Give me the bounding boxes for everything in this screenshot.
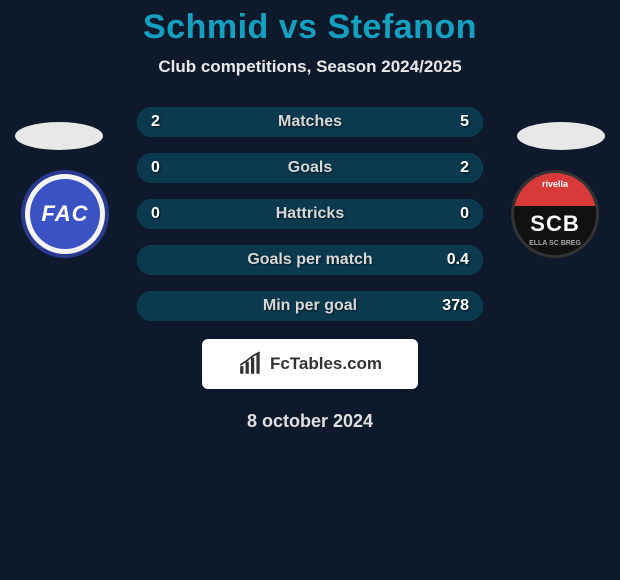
- date-label: 8 october 2024: [0, 411, 620, 432]
- stat-row: 0Goals2: [137, 153, 483, 183]
- stats-container: 2Matches50Goals20Hattricks0Goals per mat…: [137, 107, 483, 321]
- player-avatar-left: [15, 122, 103, 150]
- player-avatar-right: [517, 122, 605, 150]
- brand-badge: FcTables.com: [202, 339, 418, 389]
- stat-value-right: 5: [460, 113, 469, 131]
- stat-label: Goals: [137, 159, 483, 177]
- stat-value-right: 0.4: [447, 251, 469, 269]
- club-badge-scb-label: SCB: [530, 211, 579, 237]
- comparison-infographic: Schmid vs Stefanon Club competitions, Se…: [0, 0, 620, 580]
- brand-label: FcTables.com: [270, 354, 382, 374]
- club-badge-scb-top: rivella: [542, 179, 568, 189]
- club-badge-scb-bottom: ELLA SC BREG: [529, 240, 581, 247]
- stat-row: Min per goal378: [137, 291, 483, 321]
- stat-row: Goals per match0.4: [137, 245, 483, 275]
- stat-row: 0Hattricks0: [137, 199, 483, 229]
- stat-value-right: 0: [460, 205, 469, 223]
- page-title: Schmid vs Stefanon: [0, 8, 620, 47]
- stat-label: Goals per match: [137, 251, 483, 269]
- page-subtitle: Club competitions, Season 2024/2025: [0, 57, 620, 77]
- club-badge-fac-label: FAC: [30, 179, 100, 249]
- stat-value-right: 378: [442, 297, 469, 315]
- club-badge-fac: FAC: [21, 170, 109, 258]
- stat-label: Matches: [137, 113, 483, 131]
- chart-icon: [238, 351, 264, 377]
- club-crest-right: rivella SCB ELLA SC BREG: [510, 170, 600, 258]
- stat-value-right: 2: [460, 159, 469, 177]
- club-crest-left: FAC: [20, 170, 110, 258]
- stat-label: Min per goal: [137, 297, 483, 315]
- stat-label: Hattricks: [137, 205, 483, 223]
- stat-row: 2Matches5: [137, 107, 483, 137]
- club-badge-scb: rivella SCB ELLA SC BREG: [511, 170, 599, 258]
